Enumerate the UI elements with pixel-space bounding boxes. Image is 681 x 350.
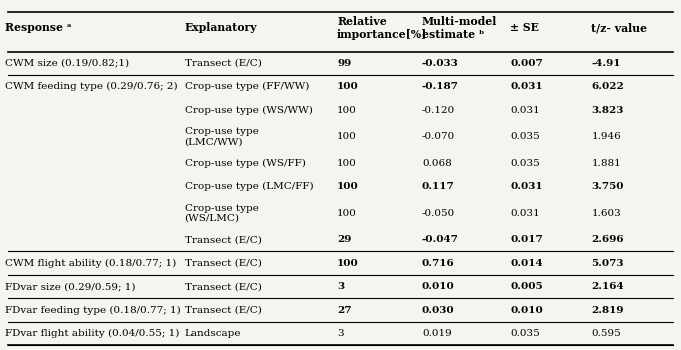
Text: Response ᵃ: Response ᵃ: [5, 22, 72, 33]
Text: 100: 100: [337, 132, 357, 141]
Text: 2.819: 2.819: [591, 306, 624, 315]
Text: 0.010: 0.010: [510, 306, 543, 315]
Text: 0.117: 0.117: [422, 182, 455, 191]
Text: Crop-use type
(WS/LMC): Crop-use type (WS/LMC): [185, 204, 258, 223]
Text: Multi-model
estimate ᵇ: Multi-model estimate ᵇ: [422, 16, 497, 40]
Text: 3: 3: [337, 282, 344, 291]
Text: 29: 29: [337, 235, 351, 244]
Text: CWM flight ability (0.18/0.77; 1): CWM flight ability (0.18/0.77; 1): [5, 259, 176, 268]
Text: CWM size (0.19/0.82;1): CWM size (0.19/0.82;1): [5, 59, 129, 68]
Text: 100: 100: [337, 106, 357, 115]
Text: 0.068: 0.068: [422, 159, 452, 168]
Text: 0.035: 0.035: [510, 329, 540, 338]
Text: CWM feeding type (0.29/0.76; 2): CWM feeding type (0.29/0.76; 2): [5, 82, 178, 91]
Text: t/z- value: t/z- value: [591, 22, 648, 33]
Text: FDvar size (0.29/0.59; 1): FDvar size (0.29/0.59; 1): [5, 282, 136, 291]
Text: 0.035: 0.035: [510, 132, 540, 141]
Text: 100: 100: [337, 259, 359, 268]
Text: 27: 27: [337, 306, 351, 315]
Text: 0.035: 0.035: [510, 159, 540, 168]
Text: 0.005: 0.005: [510, 282, 543, 291]
Text: -0.033: -0.033: [422, 59, 458, 68]
Text: 0.014: 0.014: [510, 259, 543, 268]
Text: -0.047: -0.047: [422, 235, 459, 244]
Text: 3.823: 3.823: [591, 106, 624, 115]
Text: 1.603: 1.603: [591, 209, 621, 218]
Text: 2.696: 2.696: [591, 235, 624, 244]
Text: 0.716: 0.716: [422, 259, 455, 268]
Text: 0.010: 0.010: [422, 282, 455, 291]
Text: 0.030: 0.030: [422, 306, 454, 315]
Text: 5.073: 5.073: [591, 259, 624, 268]
Text: 0.595: 0.595: [591, 329, 621, 338]
Text: ± SE: ± SE: [510, 22, 539, 33]
Text: 0.007: 0.007: [510, 59, 543, 68]
Text: 100: 100: [337, 209, 357, 218]
Text: Transect (E/C): Transect (E/C): [185, 259, 262, 268]
Text: Crop-use type
(LMC/WW): Crop-use type (LMC/WW): [185, 127, 258, 147]
Text: FDvar feeding type (0.18/0.77; 1): FDvar feeding type (0.18/0.77; 1): [5, 306, 180, 315]
Text: Crop-use type (WS/FF): Crop-use type (WS/FF): [185, 159, 305, 168]
Text: 99: 99: [337, 59, 351, 68]
Text: Transect (E/C): Transect (E/C): [185, 235, 262, 244]
Text: Crop-use type (FF/WW): Crop-use type (FF/WW): [185, 82, 309, 91]
Text: Relative
importance[%]: Relative importance[%]: [337, 16, 428, 40]
Text: -0.120: -0.120: [422, 106, 455, 115]
Text: -0.187: -0.187: [422, 82, 459, 91]
Text: Crop-use type (WS/WW): Crop-use type (WS/WW): [185, 106, 313, 115]
Text: 1.881: 1.881: [591, 159, 621, 168]
Text: 3.750: 3.750: [591, 182, 624, 191]
Text: FDvar flight ability (0.04/0.55; 1): FDvar flight ability (0.04/0.55; 1): [5, 329, 179, 338]
Text: 0.031: 0.031: [510, 182, 543, 191]
Text: -0.070: -0.070: [422, 132, 455, 141]
Text: Landscape: Landscape: [185, 329, 241, 338]
Text: 0.017: 0.017: [510, 235, 543, 244]
Text: 1.946: 1.946: [591, 132, 621, 141]
Text: Transect (E/C): Transect (E/C): [185, 306, 262, 315]
Text: -0.050: -0.050: [422, 209, 455, 218]
Text: 2.164: 2.164: [591, 282, 624, 291]
Text: 100: 100: [337, 82, 359, 91]
Text: 0.031: 0.031: [510, 106, 540, 115]
Text: Crop-use type (LMC/FF): Crop-use type (LMC/FF): [185, 182, 313, 191]
Text: 0.031: 0.031: [510, 209, 540, 218]
Text: Explanatory: Explanatory: [185, 22, 257, 33]
Text: Transect (E/C): Transect (E/C): [185, 59, 262, 68]
Text: 100: 100: [337, 159, 357, 168]
Text: 3: 3: [337, 329, 344, 338]
Text: 6.022: 6.022: [591, 82, 624, 91]
Text: Transect (E/C): Transect (E/C): [185, 282, 262, 291]
Text: 100: 100: [337, 182, 359, 191]
Text: 0.031: 0.031: [510, 82, 543, 91]
Text: 0.019: 0.019: [422, 329, 452, 338]
Text: -4.91: -4.91: [591, 59, 621, 68]
